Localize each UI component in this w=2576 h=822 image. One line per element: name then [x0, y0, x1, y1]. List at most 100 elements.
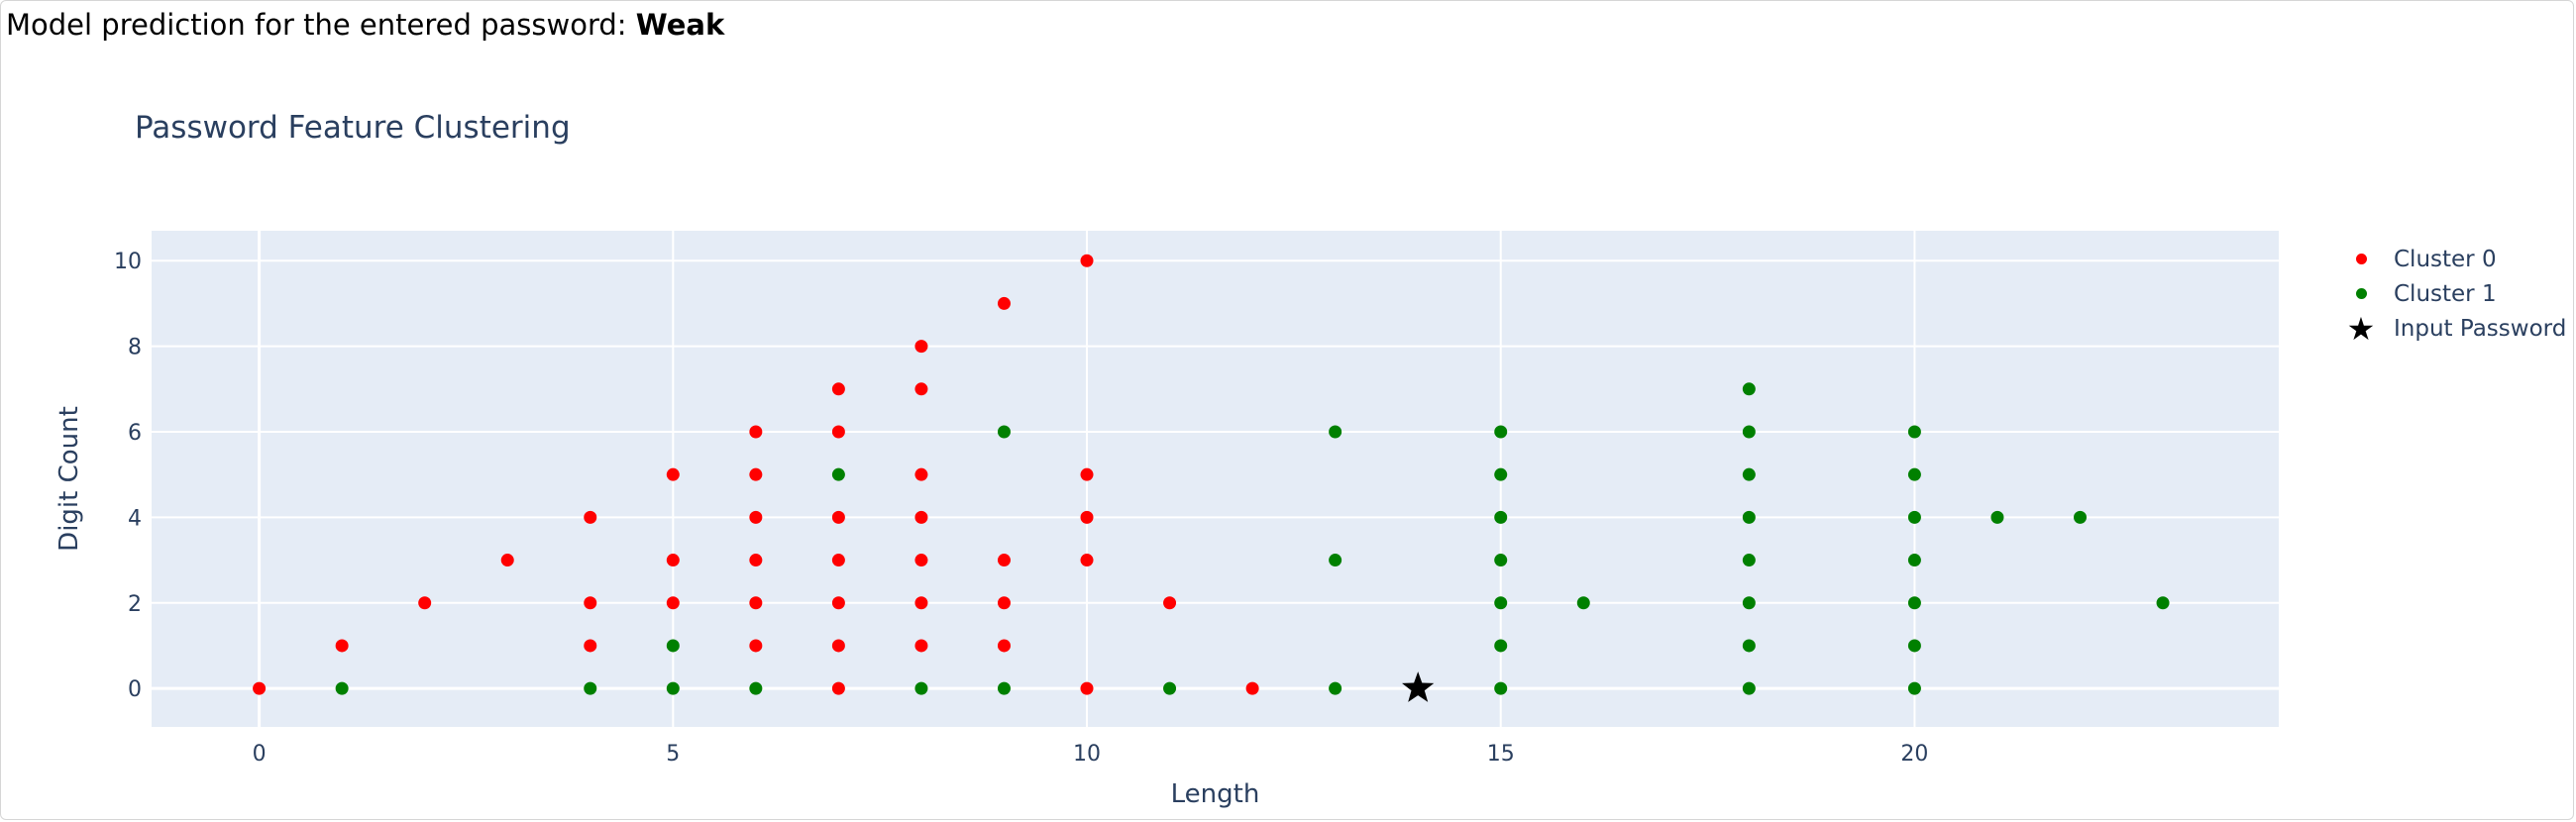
cluster-0-point [831, 382, 845, 396]
cluster-0-point [997, 596, 1011, 610]
cluster-0-point [666, 467, 680, 481]
cluster-1-point [1990, 510, 2004, 524]
cluster-1-point [666, 639, 680, 653]
legend-label-cluster-0: Cluster 0 [2394, 246, 2497, 272]
cluster-0-point [914, 596, 928, 610]
x-tick-label: 10 [1073, 742, 1101, 767]
cluster-0-point [749, 554, 763, 567]
plot-area [152, 231, 2279, 727]
cluster-1-point [1742, 382, 1756, 396]
cluster-0-point [749, 510, 763, 524]
chart-title: Password Feature Clustering [135, 110, 571, 146]
legend-label-cluster-1: Cluster 1 [2394, 280, 2497, 307]
cluster-0-point [914, 554, 928, 567]
cluster-1-point [1494, 554, 1508, 567]
cluster-0-point [1163, 596, 1177, 610]
cluster-1-point [831, 467, 845, 481]
legend-item-cluster-1[interactable]: Cluster 1 [2338, 276, 2566, 311]
cluster-0-point [831, 554, 845, 567]
x-tick-label: 15 [1487, 742, 1515, 767]
cluster-0-point [253, 681, 267, 695]
cluster-1-point [997, 425, 1011, 439]
cluster-1-point [1329, 425, 1342, 439]
y-tick-label: 0 [128, 677, 142, 702]
cluster-1-point [1907, 596, 1921, 610]
cluster-0-point [749, 425, 763, 439]
cluster-1-point [1494, 639, 1508, 653]
cluster-0-point [666, 554, 680, 567]
x-axis-title: Length [1171, 779, 1260, 809]
cluster-1-point [1329, 681, 1342, 695]
prediction-label: Model prediction for the entered passwor… [6, 8, 636, 42]
cluster-1-point [1907, 639, 1921, 653]
cluster-1-point [1907, 467, 1921, 481]
cluster-0-point [418, 596, 432, 610]
cluster-1-point [914, 681, 928, 695]
cluster-1-point [1742, 681, 1756, 695]
chart-legend: Cluster 0 Cluster 1 ★ Input Password [2338, 242, 2567, 348]
cluster-0-point [1080, 554, 1094, 567]
cluster-0-point [335, 639, 349, 653]
cluster-1-point [1494, 681, 1508, 695]
cluster-1-point [335, 681, 349, 695]
cluster-1-point [584, 681, 597, 695]
cluster-0-point [500, 554, 514, 567]
cluster-0-point [831, 681, 845, 695]
cluster-0-point [831, 510, 845, 524]
legend-item-input-password[interactable]: ★ Input Password [2338, 309, 2567, 348]
cluster-0-point [997, 554, 1011, 567]
cluster-1-point [1742, 596, 1756, 610]
y-tick-label: 4 [128, 506, 142, 531]
cluster-0-point [914, 340, 928, 354]
x-tick-label: 20 [1900, 742, 1928, 767]
cluster-0-point [997, 296, 1011, 310]
cluster-1-point [749, 681, 763, 695]
star-icon: ★ [2346, 309, 2376, 348]
cluster-1-point [1494, 510, 1508, 524]
cluster-0-point [1080, 467, 1094, 481]
cluster-0-point [831, 639, 845, 653]
legend-item-cluster-0[interactable]: Cluster 0 [2338, 242, 2566, 276]
cluster-1-point [1742, 425, 1756, 439]
cluster-0-point [1080, 510, 1094, 524]
cluster-0-point [914, 639, 928, 653]
cluster-0-point [914, 467, 928, 481]
cluster-1-point [1742, 554, 1756, 567]
cluster-1-point [1576, 596, 1590, 610]
prediction-text: Model prediction for the entered passwor… [6, 8, 724, 42]
y-tick-label: 2 [128, 592, 142, 617]
prediction-value: Weak [635, 8, 725, 42]
cluster-0-point [831, 596, 845, 610]
y-tick-label: 8 [128, 336, 142, 360]
cluster-0-point [749, 467, 763, 481]
x-tick-label: 0 [253, 742, 267, 767]
cluster-0-point [1080, 681, 1094, 695]
cluster-1-point [1494, 467, 1508, 481]
x-tick-label: 5 [666, 742, 680, 767]
cluster-1-point [1742, 639, 1756, 653]
cluster-0-point [749, 639, 763, 653]
cluster-0-point [584, 510, 597, 524]
cluster-0-point [831, 425, 845, 439]
legend-label-input-password: Input Password [2394, 315, 2567, 342]
input-password-point [1402, 671, 1435, 702]
y-axis-title: Digit Count [54, 406, 84, 552]
cluster-1-point [1907, 425, 1921, 439]
cluster-0-point [914, 382, 928, 396]
cluster-1-point [2074, 510, 2088, 524]
y-tick-label: 10 [114, 250, 142, 274]
cluster-1-point [1742, 510, 1756, 524]
cluster-1-point [1907, 510, 1921, 524]
cluster-1-point [1494, 596, 1508, 610]
cluster-1-point [1742, 467, 1756, 481]
y-tick-label: 6 [128, 421, 142, 446]
cluster-0-point [584, 639, 597, 653]
cluster-1-point [1907, 681, 1921, 695]
cluster-1-point [2156, 596, 2170, 610]
cluster-0-point [997, 639, 1011, 653]
legend-marker-cluster-0 [2355, 254, 2367, 264]
cluster-0-point [666, 596, 680, 610]
cluster-1-point [997, 681, 1011, 695]
